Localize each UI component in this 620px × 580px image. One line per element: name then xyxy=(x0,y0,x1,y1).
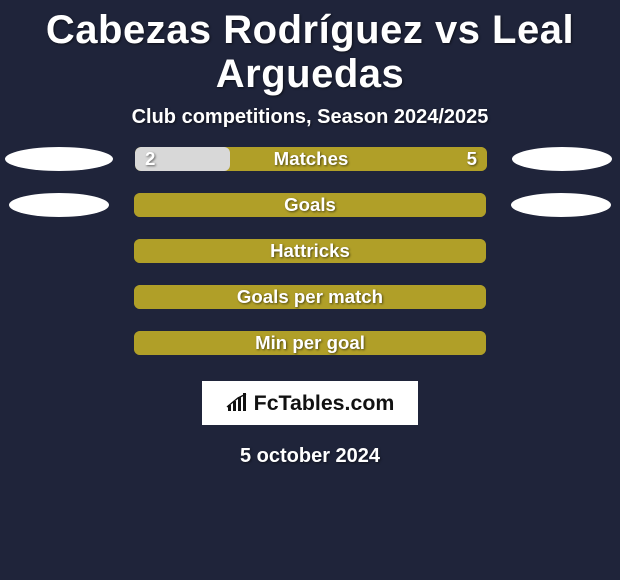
stat-bar-right-fill xyxy=(134,193,486,217)
stat-bar-right-fill xyxy=(134,331,486,355)
player-right-stat-ellipse xyxy=(511,193,611,217)
stat-bar-right-fill xyxy=(134,239,486,263)
right-side-slot xyxy=(508,193,614,217)
stat-bar-right-fill xyxy=(230,147,487,171)
stat-row: Goals per match xyxy=(4,285,616,309)
stat-bar: Matches25 xyxy=(135,147,487,171)
player-left-stat-ellipse xyxy=(5,147,113,171)
right-side-slot xyxy=(509,147,615,171)
stat-row: Matches25 xyxy=(4,147,616,171)
brand-box: FcTables.com xyxy=(202,381,418,425)
player-right-stat-ellipse xyxy=(512,147,612,171)
brand-text: FcTables.com xyxy=(254,391,395,416)
comparison-infographic: Cabezas Rodríguez vs Leal Arguedas Club … xyxy=(0,0,620,580)
left-side-slot xyxy=(6,331,112,355)
left-side-slot xyxy=(6,193,112,217)
stat-row: Hattricks xyxy=(4,239,616,263)
stat-bar: Goals per match xyxy=(134,285,486,309)
page-subtitle: Club competitions, Season 2024/2025 xyxy=(20,106,600,129)
stat-rows: Matches25 Goals Hattricks Goals per match Mi… xyxy=(0,147,620,355)
stat-bar: Hattricks xyxy=(134,239,486,263)
left-side-slot xyxy=(5,147,113,171)
player-left-stat-ellipse xyxy=(9,193,109,217)
stat-bar-right-fill xyxy=(134,285,486,309)
left-side-slot xyxy=(6,285,112,309)
stat-bar: Min per goal xyxy=(134,331,486,355)
right-side-slot xyxy=(508,239,614,263)
page-title: Cabezas Rodríguez vs Leal Arguedas xyxy=(20,8,600,96)
generated-date: 5 october 2024 xyxy=(0,445,620,468)
left-side-slot xyxy=(6,239,112,263)
brand: FcTables.com xyxy=(226,391,395,416)
right-side-slot xyxy=(508,285,614,309)
stat-row: Min per goal xyxy=(4,331,616,355)
right-side-slot xyxy=(508,331,614,355)
bar-chart-icon xyxy=(226,393,248,413)
stat-bar-left-fill xyxy=(135,147,230,171)
stat-row: Goals xyxy=(4,193,616,217)
stat-bar: Goals xyxy=(134,193,486,217)
